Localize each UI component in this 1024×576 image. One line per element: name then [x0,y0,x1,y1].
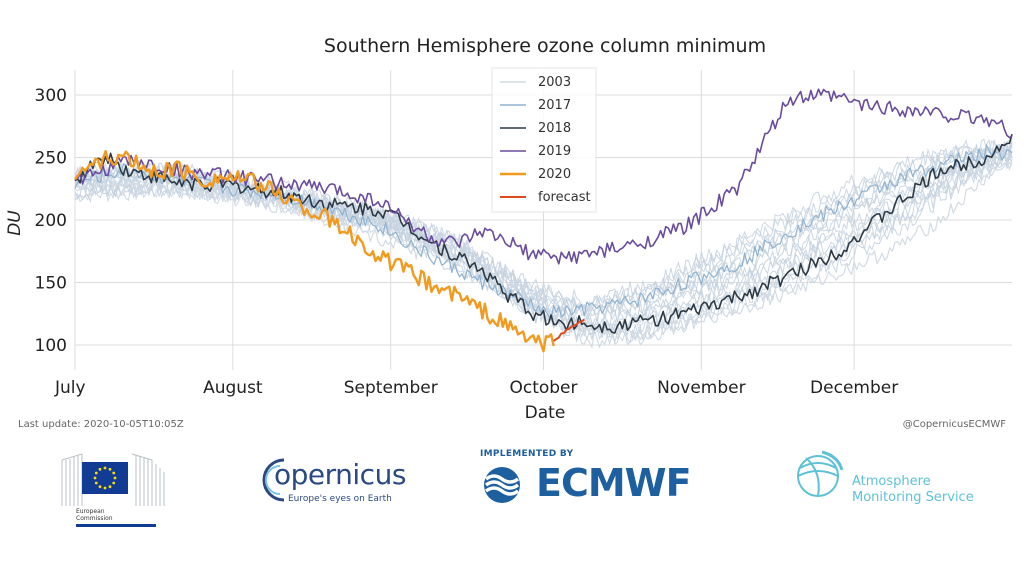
y-axis-title: DU [5,210,25,236]
y-tick-label: 150 [35,274,67,294]
y-tick-label: 100 [35,336,67,356]
legend: 2003 2017 2018 2019 2020 forecast [491,67,597,213]
cams-logo: Atmosphere Monitoring Service [792,448,992,510]
series-line-2018 [74,133,1013,334]
eu-flag-icon [82,462,128,494]
cams-globe-icon [797,450,844,497]
chart-title: Southern Hemisphere ozone column minimum [324,35,766,57]
ec-name: European Commission [76,508,113,522]
legend-label: 2003 [538,75,571,90]
series-line-forecast [553,318,585,342]
x-tick-label: December [810,378,898,398]
legend-label: 2020 [538,167,571,182]
ecmwf-logo: IMPLEMENTED BY ECMWF [476,449,726,509]
last-update-text: Last update: 2020-10-05T10:05Z [18,419,184,430]
copernicus-logo: opernicus Europe's eyes on Earth [250,450,410,510]
ec-underline [76,524,156,527]
legend-label: 2018 [538,121,571,136]
series-line-2020 [74,149,555,353]
y-tick-labels: 100 150 200 250 300 [35,86,67,356]
x-tick-label: November [657,378,745,398]
copernicus-arc-icon [262,458,285,502]
legend-label: forecast [538,190,591,205]
background-year-line [74,141,1013,319]
legend-label: 2019 [538,144,571,159]
series-line-2017 [74,144,1013,320]
cams-line2: Monitoring Service [852,490,974,505]
y-tick-label: 250 [35,149,67,169]
ecmwf-mark-icon [484,467,520,503]
x-tick-label: July [54,378,86,398]
european-commission-logo: European Commission [52,448,172,528]
legend-label: 2017 [538,98,571,113]
series-lines [74,88,1013,353]
x-tick-label: August [203,378,263,398]
ecmwf-implemented-by: IMPLEMENTED BY [480,449,574,459]
x-tick-labels: July August September October November Decemb… [54,378,898,398]
background-year-line [74,154,1013,349]
credit-text: @CopernicusECMWF [902,419,1006,430]
x-tick-label: October [509,378,577,398]
copernicus-tagline: Europe's eyes on Earth [288,494,392,504]
cams-line1: Atmosphere [852,474,931,489]
ozone-chart: Southern Hemisphere ozone column minimum… [5,35,1013,420]
y-tick-label: 200 [35,211,67,231]
x-axis-title: Date [525,403,566,420]
ec-building-icon [61,453,165,506]
y-tick-label: 300 [35,86,67,106]
legend-box [491,67,597,213]
ecmwf-wordmark: ECMWF [536,461,692,505]
x-tick-label: September [344,378,438,398]
copernicus-wordmark: opernicus [274,458,406,491]
